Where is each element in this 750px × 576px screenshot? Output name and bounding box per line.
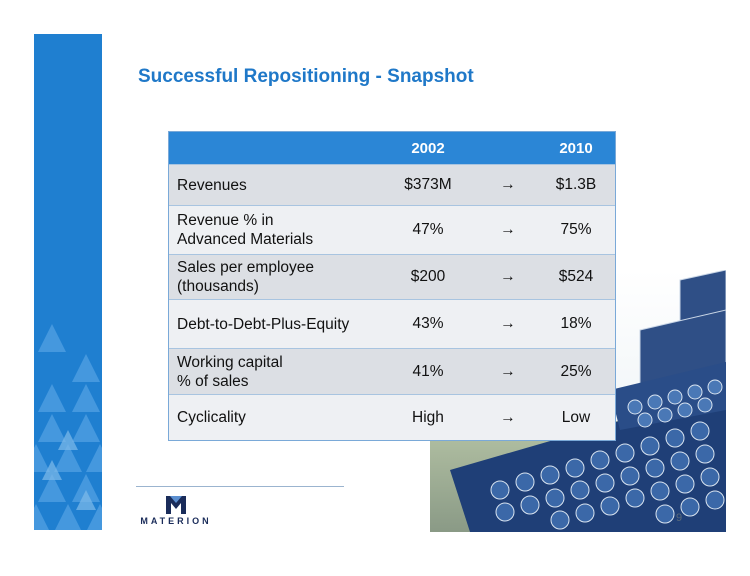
decorative-blue-strip: [34, 34, 102, 530]
header-year-2002: 2002: [411, 139, 445, 157]
row-label-line-1: Sales per employee: [177, 259, 314, 276]
right-arrow-icon: →: [500, 176, 516, 193]
row-value-2002: High: [412, 408, 444, 426]
row-label: Revenue % in Advanced Materials: [169, 211, 379, 249]
right-arrow-icon: →: [500, 362, 516, 380]
right-arrow-icon: →: [500, 315, 516, 332]
header-year-2010: 2010: [559, 139, 593, 157]
right-arrow-icon: →: [500, 408, 516, 426]
row-value-2010: 75%: [560, 221, 592, 238]
table-row-cyclicality: Cyclicality High → Low: [169, 394, 615, 440]
row-label-line-1: Working capital: [177, 353, 283, 371]
slide-title: Successful Repositioning - Snapshot: [138, 66, 474, 87]
row-value-2002: $373M: [404, 176, 452, 193]
row-value-2002: 47%: [412, 221, 444, 238]
materion-logo-mark-icon: [166, 496, 186, 514]
table-row-sales-per-employee: Sales per employee (thousands) $200 → $5…: [169, 254, 615, 299]
footer-divider: [136, 486, 344, 487]
row-label-line-2: (thousands): [177, 278, 259, 295]
table-row-revenues: Revenues $373M → $1.3B: [169, 164, 615, 205]
row-value-2010: 18%: [560, 315, 592, 332]
row-label: Working capital % of sales: [169, 353, 379, 391]
row-label-line-2: % of sales: [177, 372, 249, 390]
row-value-2010: Low: [561, 408, 591, 426]
row-value-2010: $524: [558, 268, 594, 285]
row-value-2010: $1.3B: [555, 176, 597, 193]
row-value-2002: 43%: [412, 315, 444, 332]
triangle-pattern-graphic: [34, 324, 102, 530]
table-row-working-capital: Working capital % of sales 41% → 25%: [169, 348, 615, 394]
snapshot-table: 2002 2010 Revenues $373M → $1.3B Revenue…: [168, 131, 616, 441]
row-label-line-1: Revenue % in: [177, 212, 274, 229]
right-arrow-icon: →: [500, 221, 516, 238]
row-value-2002: 41%: [412, 362, 444, 380]
logo-wordmark: MATERION: [140, 516, 212, 526]
row-label: Sales per employee (thousands): [169, 258, 379, 296]
row-label: Revenues: [177, 176, 247, 194]
table-row-revenue-advanced-materials: Revenue % in Advanced Materials 47% → 75…: [169, 205, 615, 254]
row-label: Debt-to-Debt-Plus-Equity: [177, 315, 350, 333]
table-header-row: 2002 2010: [169, 132, 615, 164]
row-value-2002: $200: [410, 268, 446, 285]
row-label: Cyclicality: [177, 409, 246, 426]
page-number: 9: [676, 512, 683, 524]
right-arrow-icon: →: [500, 268, 516, 285]
table-row-debt-to-debt-plus-equity: Debt-to-Debt-Plus-Equity 43% → 18%: [169, 299, 615, 348]
materion-logo: MATERION: [136, 494, 216, 528]
row-value-2010: 25%: [560, 362, 592, 380]
row-label-line-2: Advanced Materials: [177, 231, 314, 248]
